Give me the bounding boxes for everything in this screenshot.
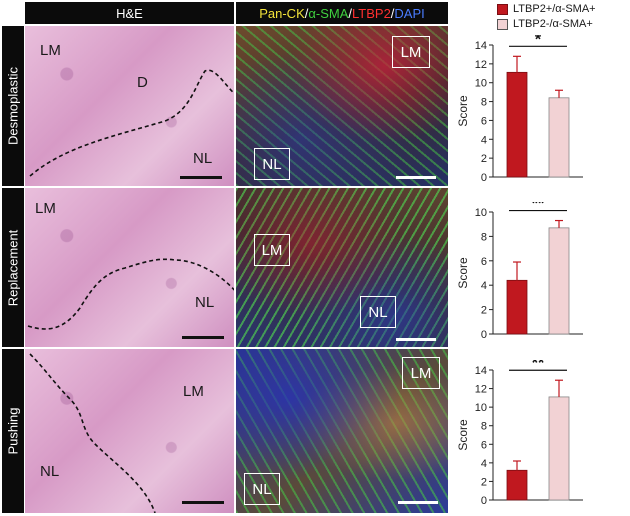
scale-bar	[180, 176, 222, 179]
y-tick-label: 0	[481, 172, 487, 184]
bar-chart-desmoplastic: 0 2 4 6 8 10 12 14 Score *	[456, 35, 583, 184]
y-axis-label: Score	[456, 95, 470, 127]
row-label-pushing-text: Pushing	[5, 407, 21, 455]
significance-label: **	[532, 360, 545, 372]
he-column-header: H&E	[25, 2, 234, 24]
bar	[506, 279, 528, 335]
he-image-replacement: LM NL	[25, 188, 234, 347]
y-tick-label: 4	[481, 134, 487, 146]
if-header-part: /	[390, 5, 395, 21]
legend-label-negative: LTBP2-/α-SMA+	[513, 18, 593, 30]
he-label-lm: LM	[183, 383, 204, 400]
bar	[548, 396, 570, 501]
bar	[548, 97, 570, 178]
y-tick-label: 10	[475, 207, 487, 219]
if-label-lm: LM	[254, 234, 290, 266]
bar-chart-pushing: 0 2 4 6 8 10 12 14 Score **	[456, 360, 583, 507]
he-label-lm: LM	[35, 200, 56, 217]
if-image-replacement: LM NL	[236, 188, 448, 347]
scale-bar	[182, 501, 224, 504]
if-column-header: Pan-CK/α-SMA/LTBP2/DAPI	[236, 2, 448, 24]
bar	[548, 227, 570, 335]
y-tick-label: 0	[481, 329, 487, 341]
he-header-label: H&E	[116, 5, 143, 21]
y-tick-label: 12	[475, 59, 487, 71]
he-image-desmoplastic: LM D NL	[25, 26, 234, 186]
if-label-lm: LM	[392, 36, 430, 68]
y-tick-label: 6	[481, 256, 487, 268]
significance-label: *	[535, 35, 542, 48]
y-tick-label: 2	[481, 153, 487, 165]
if-label-nl: NL	[244, 473, 280, 505]
row-label-desmoplastic: Desmoplastic	[2, 26, 24, 186]
row-label-replacement: Replacement	[2, 188, 24, 347]
row-label-pushing: Pushing	[2, 349, 24, 513]
invasion-front-line	[29, 353, 156, 513]
scale-bar	[398, 501, 438, 504]
if-header-part: Pan-CK	[259, 5, 305, 21]
significance-label: **	[532, 202, 545, 213]
legend-swatch-positive	[497, 3, 508, 15]
y-axis-label: Score	[456, 257, 470, 289]
he-label-nl: NL	[195, 294, 215, 311]
legend-item-negative: LTBP2-/α-SMA+	[497, 18, 593, 30]
if-image-desmoplastic: LM NL	[236, 26, 448, 186]
if-header-part: LTBP2	[352, 5, 391, 21]
row-label-replacement-text: Replacement	[5, 229, 21, 306]
if-label-nl: NL	[254, 148, 290, 180]
y-tick-label: 6	[481, 115, 487, 127]
y-tick-label: 10	[475, 78, 487, 90]
if-label-nl: NL	[360, 296, 396, 328]
bar-chart-replacement: 0 2 4 6 8 10 Score **	[456, 202, 583, 341]
if-header-part: DAPI	[394, 5, 425, 21]
he-label-nl: NL	[40, 463, 60, 480]
if-label-lm: LM	[402, 357, 440, 389]
y-tick-label: 10	[475, 402, 487, 414]
y-tick-label: 8	[481, 97, 487, 109]
invasion-front-line	[29, 69, 234, 177]
y-tick-label: 2	[481, 305, 487, 317]
if-image-pushing: LM NL	[236, 349, 448, 513]
scale-bar	[182, 336, 224, 339]
bar	[506, 71, 528, 178]
y-tick-label: 0	[481, 495, 487, 507]
bar	[506, 469, 528, 501]
if-header-part: /	[348, 5, 353, 21]
if-header-part: α-SMA	[308, 5, 349, 21]
he-label-d: D	[137, 74, 148, 91]
y-axis-label: Score	[456, 419, 470, 451]
y-tick-label: 8	[481, 421, 487, 433]
legend-label-positive: LTBP2+/α-SMA+	[513, 3, 596, 15]
y-tick-label: 4	[481, 458, 487, 470]
scale-bar	[396, 338, 436, 341]
he-label-lm: LM	[40, 42, 61, 59]
y-tick-label: 12	[475, 384, 487, 396]
if-header-part: /	[304, 5, 309, 21]
y-tick-label: 2	[481, 476, 487, 488]
he-label-nl: NL	[193, 150, 213, 167]
row-label-desmoplastic-text: Desmoplastic	[5, 66, 21, 146]
y-tick-label: 8	[481, 231, 487, 243]
legend-swatch-negative	[497, 18, 508, 30]
invasion-front-line	[27, 258, 234, 330]
if-header-label: Pan-CK/α-SMA/LTBP2/DAPI	[259, 6, 425, 21]
y-tick-label: 4	[481, 280, 487, 292]
y-tick-label: 14	[475, 365, 487, 377]
scale-bar	[396, 176, 436, 179]
y-tick-label: 6	[481, 439, 487, 451]
he-image-pushing: LM NL	[25, 349, 234, 513]
y-tick-label: 14	[475, 40, 487, 52]
legend-item-positive: LTBP2+/α-SMA+	[497, 3, 596, 15]
